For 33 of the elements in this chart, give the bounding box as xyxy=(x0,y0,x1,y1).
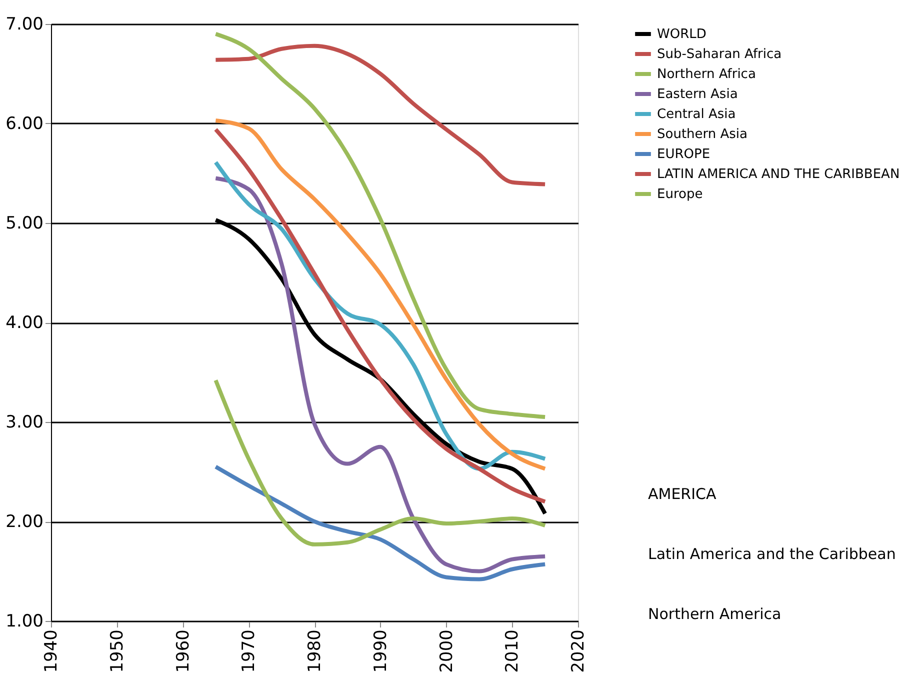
line-series xyxy=(214,464,548,582)
line-series xyxy=(214,32,548,420)
legend-label: Southern Asia xyxy=(657,127,748,142)
y-tick-label: 7.00 xyxy=(6,14,44,34)
y-tick-label: 1.00 xyxy=(6,612,44,632)
legend-label: Northern Africa xyxy=(657,67,756,82)
x-tick-label: 1990 xyxy=(370,630,391,673)
x-tick-label: 1970 xyxy=(239,630,260,673)
y-tick-label: 3.00 xyxy=(6,412,44,432)
x-tick-label: 2010 xyxy=(502,630,523,673)
line-series xyxy=(214,44,548,186)
x-tick-label: 1980 xyxy=(305,630,325,673)
legend-label: Europe xyxy=(657,187,703,202)
text: AMERICA xyxy=(648,485,717,503)
text: Latin America and the Caribbean xyxy=(648,545,896,563)
legend-label: Sub-Saharan Africa xyxy=(657,47,782,62)
legend-label: WORLD xyxy=(657,27,706,42)
y-tick-label: 2.00 xyxy=(6,512,44,532)
legend-label: LATIN AMERICA AND THE CARIBBEAN xyxy=(657,167,900,182)
y-tick-label: 4.00 xyxy=(6,313,44,333)
x-tick-label: 1960 xyxy=(173,630,194,673)
legend-label: Central Asia xyxy=(657,107,736,122)
text: Northern America xyxy=(648,605,782,623)
x-tick-label: 2000 xyxy=(436,630,457,673)
line-series xyxy=(214,176,548,574)
line-series xyxy=(214,378,548,546)
legend-label: Eastern Asia xyxy=(657,87,738,102)
y-tick-label: 5.00 xyxy=(6,214,44,234)
x-tick-label: 1940 xyxy=(42,630,62,673)
x-tick-label: 2020 xyxy=(568,630,588,673)
y-tick-label: 6.00 xyxy=(6,114,44,134)
legend-label: EUROPE xyxy=(657,147,710,162)
x-tick-label: 1950 xyxy=(107,630,128,673)
